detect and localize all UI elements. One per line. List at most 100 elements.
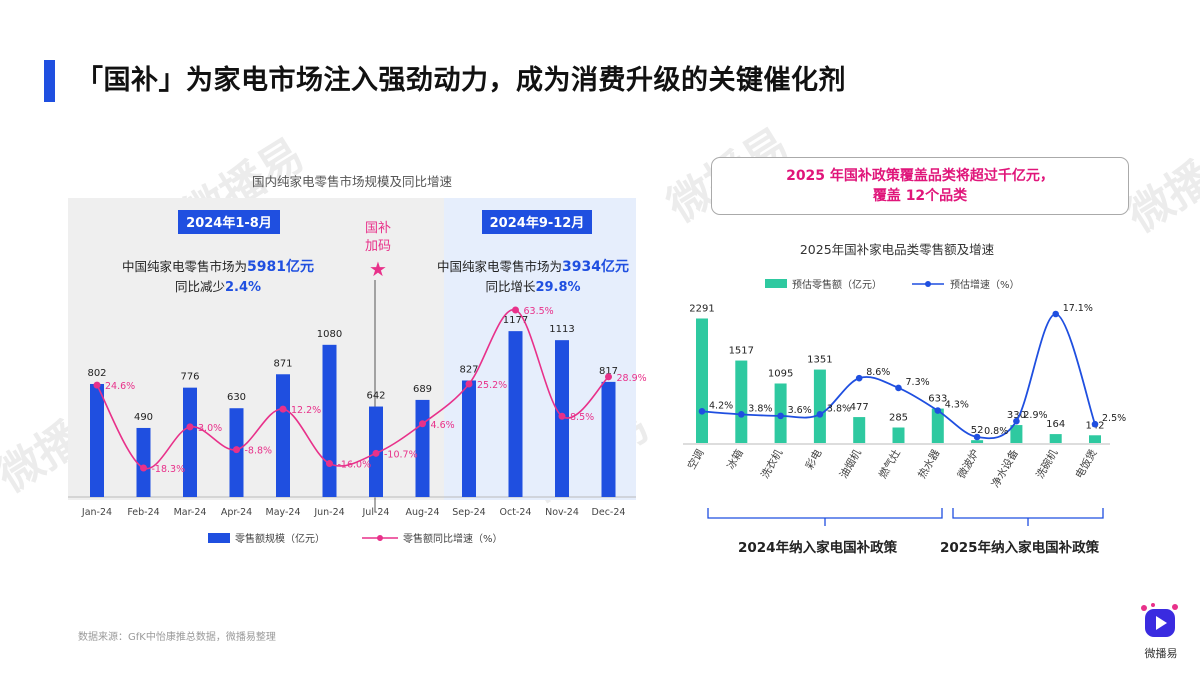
legend-line-dot [377,535,383,541]
bar-value-冰箱: 1517 [729,346,754,357]
bar-燃气灶 [892,427,905,443]
legend-bar-swatch [765,279,787,288]
period1-summary-pct: 2.4% [225,280,261,295]
growth-label-Aug-24: 4.6% [431,420,455,431]
growth-label-Sep-24: 25.2% [477,380,507,391]
growth-label-Jan-24: 24.6% [105,381,135,392]
title-accent-bar [44,60,55,102]
growth-label-Jun-24: -16.0% [338,460,372,471]
policy-2024-label: 2024年纳入家电国补政策 [738,540,898,556]
growth-line [96,309,610,470]
x-tick-Nov-24: Nov-24 [545,507,579,518]
bar-Feb-24 [136,427,151,497]
bar-value-Apr-24: 630 [227,392,246,403]
x-tick-油烟机: 油烟机 [837,447,864,481]
growth-point-彩电 [816,411,824,418]
bar-value-Oct-24: 1177 [503,315,528,326]
page-title: 「国补」为家电市场注入强劲动力，成为消费升级的关键催化剂 [76,65,846,96]
bar-Oct-24 [508,331,523,497]
bar-Jun-24 [322,344,337,497]
x-tick-电饭煲: 电饭煲 [1073,447,1100,481]
growth-label-空调: 4.2% [709,400,733,411]
callout-text-3: 12个品类 [905,188,968,204]
x-tick-Mar-24: Mar-24 [174,507,207,518]
bar-value-油烟机: 477 [850,402,869,413]
growth-point-Dec-24 [605,373,612,381]
growth-point-洗衣机 [777,412,784,420]
bar-洗碗机 [1049,434,1062,443]
x-tick-Jun-24: Jun-24 [313,507,344,518]
period2-badge [482,210,592,234]
growth-point-洗碗机 [1052,310,1059,318]
source-note: 数据来源：GfK中怡康推总数据，微播易整理 [78,632,276,643]
callout-text-2: 覆盖 [872,188,906,204]
growth-label-Jul-24: -10.7% [384,449,418,460]
x-tick-热水器: 热水器 [915,447,942,481]
x-tick-微波炉: 微波炉 [955,447,982,481]
bar-value-Jan-24: 802 [87,368,106,379]
x-tick-燃气灶: 燃气灶 [876,447,903,481]
growth-point-May-24 [279,405,287,413]
growth-label-冰箱: 3.8% [748,403,772,414]
bar-value-热水器: 633 [928,394,947,405]
growth-point-Oct-24 [512,306,519,314]
growth-point-Jan-24 [93,381,101,389]
growth-point-燃气灶 [895,384,902,392]
policy-2025-label: 2025年纳入家电国补政策 [940,540,1100,556]
growth-point-电饭煲 [1091,420,1099,428]
bar-value-净水设备: 330 [1007,410,1026,421]
marker-label-1: 国补 [365,221,391,236]
period2-summary-value: 3934亿元 [562,258,629,275]
bar-热水器 [931,408,944,443]
x-tick-洗衣机: 洗衣机 [758,447,785,481]
x-tick-Aug-24: Aug-24 [405,507,439,518]
bar-冰箱 [735,360,748,443]
bar-value-Nov-24: 1113 [549,324,574,335]
growth-point-Sep-24 [465,380,473,388]
growth-point-Apr-24 [233,446,240,454]
growth-point-空调 [698,408,706,415]
bar-油烟机 [853,417,866,443]
right-chart-title: 2025年国补家电品类零售额及增速 [800,242,995,257]
legend-line-dot [925,281,931,287]
bar-value-空调: 2291 [689,303,714,314]
growth-point-冰箱 [738,411,745,418]
growth-label-Mar-24: 3.0% [198,423,222,434]
bar-value-Dec-24: 817 [599,366,618,377]
bracket-2024 [707,508,943,519]
x-tick-净水设备: 净水设备 [989,447,1022,490]
bar-value-彩电: 1351 [807,355,832,366]
bracket-2025 [952,508,1104,519]
x-tick-Jan-24: Jan-24 [81,507,112,518]
callout-box: 2025 年国补政策覆盖品类将超过千亿元， 覆盖 12个品类 [711,157,1129,215]
bar-value-Jul-24: 642 [366,391,385,402]
growth-point-净水设备 [1013,417,1020,425]
growth-label-洗碗机: 17.1% [1063,303,1093,314]
growth-label-燃气灶: 7.3% [906,377,930,388]
growth-label-May-24: 12.2% [291,405,321,416]
left-chart-title: 国内纯家电零售市场规模及同比增速 [252,174,453,189]
bar-value-洗碗机: 164 [1046,419,1065,430]
bar-value-Mar-24: 776 [180,372,199,383]
x-tick-洗碗机: 洗碗机 [1033,447,1060,481]
growth-line [701,313,1096,440]
bar-微波炉 [971,440,984,443]
period1-summary-value: 5981亿元 [247,258,314,275]
bar-value-Sep-24: 827 [459,364,478,375]
x-tick-Sep-24: Sep-24 [452,507,485,518]
x-tick-彩电: 彩电 [803,447,825,472]
marker-star-icon: ★ [369,257,387,281]
growth-point-Feb-24 [140,464,147,472]
period1-summary-text: 中国纯家电零售市场为 [122,259,247,274]
growth-point-Nov-24 [558,412,566,420]
x-tick-空调: 空调 [685,447,707,472]
bar-Jan-24 [90,383,104,497]
x-tick-Oct-24: Oct-24 [500,507,532,518]
growth-label-Feb-24: -18.3% [152,464,186,475]
callout-text-1: 年国补政策覆盖品类将超过千亿元， [825,168,1054,184]
brand-logo: 微播易 [1136,603,1186,661]
period2-summary-text: 中国纯家电零售市场为 [437,259,562,274]
period2-badge-label: 2024年9-12月 [490,215,585,231]
bar-Mar-24 [183,387,197,497]
